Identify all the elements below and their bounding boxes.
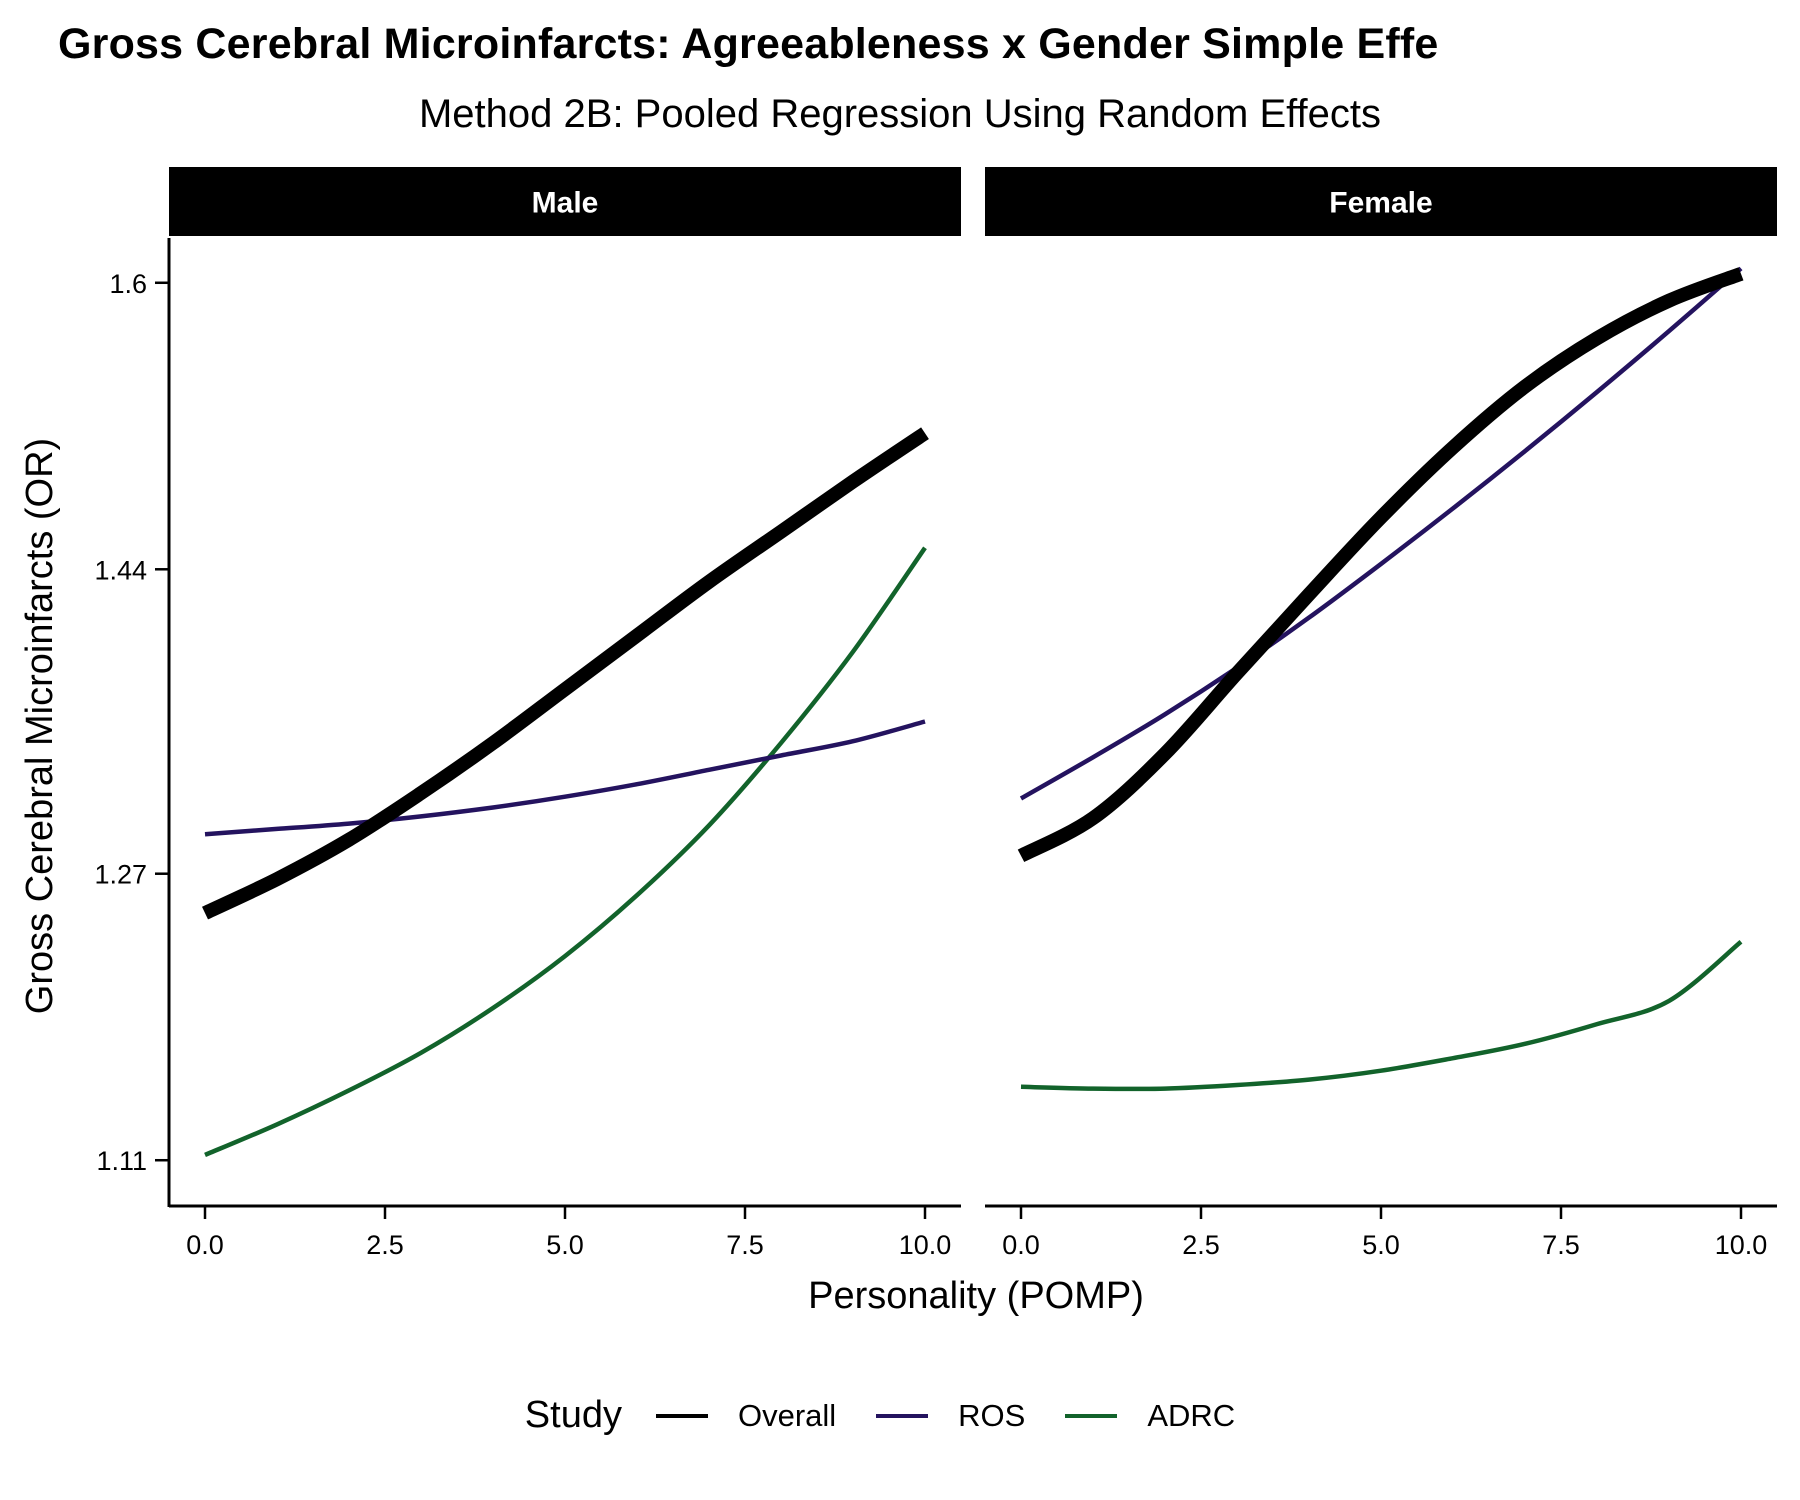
- x-tick-label-male-4: 10.0: [899, 1230, 952, 1260]
- x-tick-label-female-1: 2.5: [1182, 1230, 1220, 1260]
- y-axis-title: Gross Cerebral Microinfarcts (OR): [19, 438, 61, 1014]
- x-tick-label-male-3: 7.5: [726, 1230, 764, 1260]
- chart-subtitle: Method 2B: Pooled Regression Using Rando…: [418, 92, 1381, 136]
- panel-male: Male 0.0 2.5 5.0 7.5 10.0: [169, 167, 961, 1260]
- y-tick-label-2: 1.44: [94, 555, 147, 585]
- strip-female: [985, 167, 1777, 236]
- y-tick-label-0: 1.11: [96, 1146, 147, 1176]
- series-line-male-adrc: [204, 546, 927, 1157]
- series-line-female-overall: [1017, 267, 1744, 863]
- legend-item-ros: ROS: [876, 1398, 1025, 1434]
- series-line-female-ros: [1019, 266, 1743, 801]
- legend-label-overall: Overall: [737, 1397, 837, 1433]
- strip-label-male: Male: [532, 187, 599, 220]
- chart-canvas: Male 0.0 2.5 5.0 7.5 10.0 Female 0.0 2.5 5.0 7.5 1…: [19, 167, 1777, 1317]
- legend-key-overall: [655, 1413, 708, 1418]
- legend-title: Study: [524, 1394, 622, 1436]
- strip-label-female: Female: [1329, 187, 1432, 220]
- x-tick-label-female-0: 0.0: [1002, 1230, 1040, 1260]
- y-axis: 1.11 1.27 1.44 1.6: [94, 238, 171, 1207]
- x-axis-title: Personality (POMP): [808, 1275, 1144, 1317]
- x-tick-label-female-2: 5.0: [1362, 1230, 1400, 1260]
- chart-title: Gross Cerebral Microinfarcts: Agreeablen…: [58, 20, 1439, 68]
- series-line-male-overall: [201, 427, 929, 920]
- legend-label-ros: ROS: [958, 1397, 1026, 1433]
- y-tick-label-3: 1.6: [109, 269, 147, 299]
- legend: Study Overall ROS ADRC: [0, 1394, 1800, 1437]
- panel-female: Female 0.0 2.5 5.0 7.5 10.0: [985, 167, 1777, 1260]
- x-tick-label-male-2: 5.0: [546, 1230, 584, 1260]
- x-tick-label-male-0: 0.0: [186, 1230, 224, 1260]
- legend-item-overall: Overall: [655, 1397, 837, 1434]
- legend-item-adrc: ADRC: [1065, 1398, 1235, 1434]
- strip-male: [169, 167, 961, 236]
- x-tick-label-female-3: 7.5: [1542, 1230, 1580, 1260]
- legend-key-ros: [876, 1413, 929, 1418]
- y-tick-label-1: 1.27: [94, 860, 147, 890]
- legend-label-adrc: ADRC: [1147, 1397, 1236, 1433]
- series-line-female-adrc: [1020, 940, 1743, 1092]
- series-line-male-ros: [204, 719, 926, 837]
- x-tick-label-male-1: 2.5: [366, 1230, 404, 1260]
- x-tick-label-female-4: 10.0: [1715, 1230, 1768, 1260]
- legend-key-adrc: [1065, 1413, 1118, 1418]
